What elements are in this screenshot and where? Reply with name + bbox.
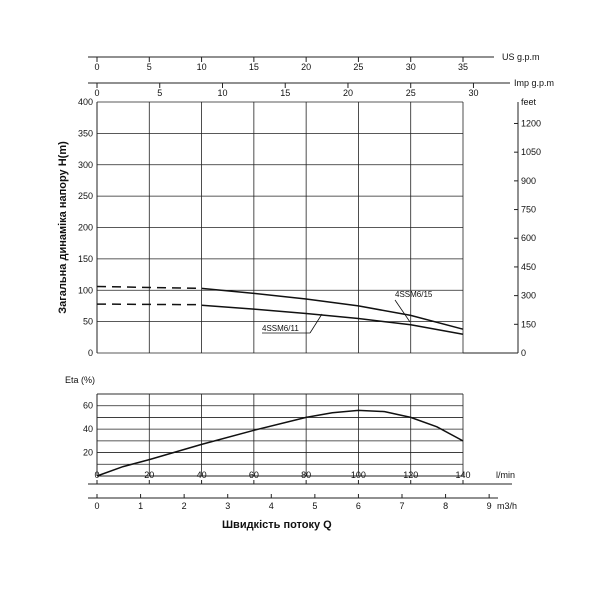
us-gpm-tick-label: 5	[147, 62, 152, 72]
head-panel: 0501001502002503003504000150300450600750…	[57, 52, 554, 358]
imp-gpm-tick-label: 5	[157, 88, 162, 98]
feet-tick-label: 0	[521, 348, 526, 358]
m3h-tick-label: 5	[312, 501, 317, 511]
flow-axis-title: Швидкість потоку Q	[222, 519, 332, 531]
curve-label-4SSM6-11: 4SSM6/11	[262, 324, 299, 333]
label-leader-4SSM6-11	[309, 313, 323, 334]
lmin-unit-label: l/min	[496, 470, 515, 480]
m3h-tick-label: 1	[138, 501, 143, 511]
us-gpm-tick-label: 0	[94, 62, 99, 72]
imp-gpm-tick-label: 25	[406, 88, 416, 98]
m3h-tick-label: 4	[269, 501, 274, 511]
m3h-tick-label: 9	[487, 501, 492, 511]
eff-y-tick-label: 60	[83, 401, 93, 411]
head-curve-4SSM6/15	[201, 287, 464, 330]
head-y-tick-label: 350	[78, 128, 93, 138]
feet-tick-label: 450	[521, 262, 536, 272]
head-y-tick-label: 400	[78, 97, 93, 107]
lmin-tick-label: 0	[94, 470, 99, 480]
lmin-tick-label: 120	[403, 470, 418, 480]
head-y-tick-label: 150	[78, 254, 93, 264]
curve-label-4SSM6-15: 4SSM6/15	[395, 290, 433, 299]
us-gpm-tick-label: 35	[458, 62, 468, 72]
feet-tick-label: 750	[521, 205, 536, 215]
eff-y-tick-label: 40	[83, 424, 93, 434]
m3h-unit-label: m3/h	[497, 501, 517, 511]
feet-unit-label: feet	[521, 97, 537, 107]
lmin-tick-label: 60	[249, 470, 259, 480]
imp-gpm-tick-label: 30	[468, 88, 478, 98]
imp-gpm-tick-label: 15	[280, 88, 290, 98]
head-curve-4SSM6/11	[201, 304, 464, 335]
m3h-tick-label: 3	[225, 501, 230, 511]
us-gpm-tick-label: 20	[301, 62, 311, 72]
lmin-tick-label: 80	[301, 470, 311, 480]
label-leader-4SSM6-15	[394, 299, 411, 323]
head-y-tick-label: 300	[78, 160, 93, 170]
m3h-tick-label: 8	[443, 501, 448, 511]
us-gpm-tick-label: 10	[197, 62, 207, 72]
imp-gpm-tick-label: 10	[217, 88, 227, 98]
us-gpm-tick-label: 15	[249, 62, 259, 72]
eff-y-tick-label: 20	[83, 448, 93, 458]
us-gpm-tick-label: 25	[353, 62, 363, 72]
imp-gpm-unit-label: Imp g.p.m	[514, 78, 554, 88]
lmin-tick-label: 140	[455, 470, 470, 480]
head-curve-dashed-4SSM6/15	[96, 285, 202, 290]
imp-gpm-tick-label: 20	[343, 88, 353, 98]
m3h-tick-label: 2	[182, 501, 187, 511]
lmin-tick-label: 20	[144, 470, 154, 480]
head-y-tick-label: 200	[78, 223, 93, 233]
efficiency-curve	[96, 409, 464, 477]
head-y-tick-label: 50	[83, 317, 93, 327]
head-curve-dashed-4SSM6/11	[96, 303, 202, 306]
head-y-tick-label: 0	[88, 348, 93, 358]
eff-y-axis-title: Eta (%)	[65, 375, 95, 385]
imp-gpm-tick-label: 0	[94, 88, 99, 98]
feet-tick-label: 900	[521, 176, 536, 186]
m3h-tick-label: 0	[94, 501, 99, 511]
efficiency-panel: 20 40 60 Eta (%) 0 20 40 60 80 100 120 140 l/min 0 1 2 3…	[65, 375, 517, 531]
us-gpm-tick-label: 30	[406, 62, 416, 72]
feet-tick-label: 1050	[521, 147, 541, 157]
lmin-tick-label: 40	[197, 470, 207, 480]
head-y-tick-label: 250	[78, 191, 93, 201]
feet-tick-label: 300	[521, 291, 536, 301]
us-gpm-unit-label: US g.p.m	[502, 52, 540, 62]
m3h-tick-label: 6	[356, 501, 361, 511]
feet-tick-label: 150	[521, 319, 536, 329]
lmin-tick-label: 100	[351, 470, 366, 480]
head-y-axis-title: Загальна динаміка напору H(m)	[57, 141, 69, 314]
head-y-tick-label: 100	[78, 285, 93, 295]
feet-tick-label: 600	[521, 233, 536, 243]
m3h-tick-label: 7	[399, 501, 404, 511]
feet-tick-label: 1200	[521, 118, 541, 128]
